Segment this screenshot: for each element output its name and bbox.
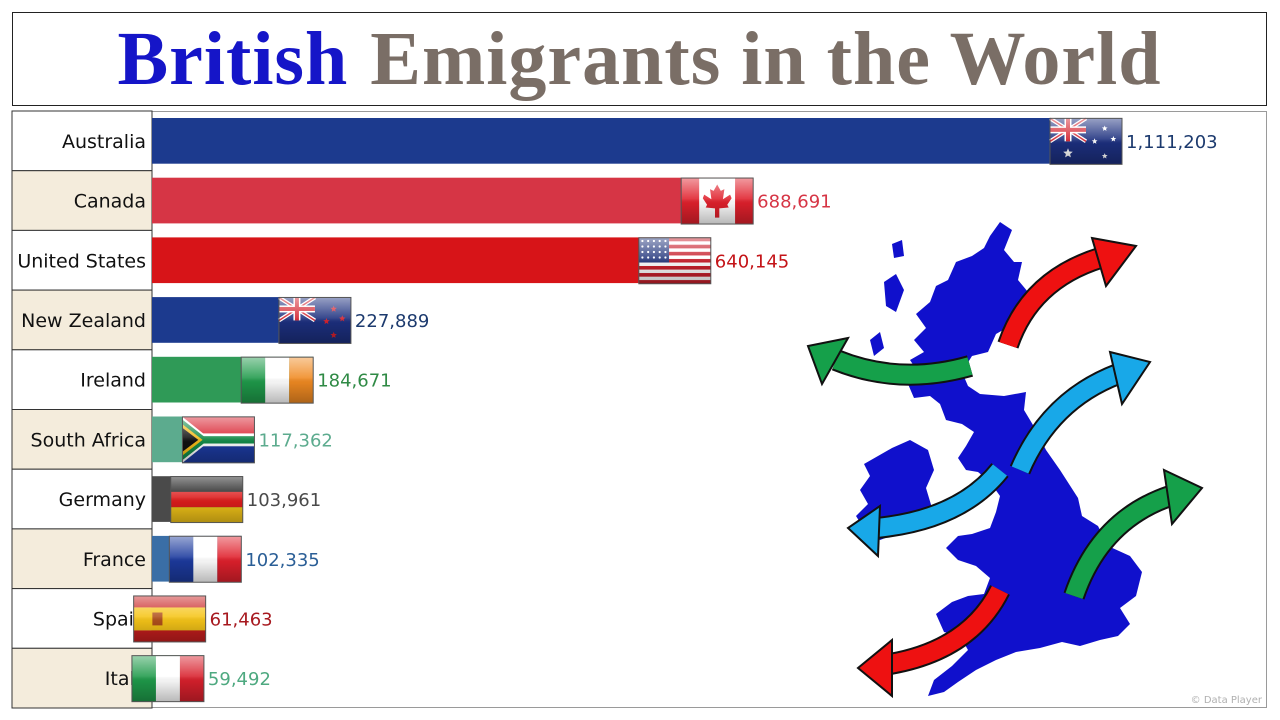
credit-text: © Data Player [1191, 695, 1263, 706]
bar-row-south-africa: South Africa 117,362 [11, 409, 333, 470]
title-highlight: British [117, 16, 349, 101]
category-cell [11, 349, 153, 410]
uk-map [856, 222, 1142, 696]
bar-row-spain: Spain 61,463 [11, 588, 273, 649]
value-label: 59,492 [208, 669, 271, 690]
ireland-flag-icon [240, 356, 314, 404]
green-arrow-northeast-icon [1063, 468, 1204, 600]
arrows [806, 236, 1204, 699]
category-cell [11, 170, 153, 231]
category-cell [11, 468, 153, 530]
category-label: South Africa [31, 429, 146, 451]
bar-row-france: France 102,335 [11, 528, 320, 590]
value-label: 103,961 [247, 490, 321, 511]
bar-row-united-states: United States 640,145 [11, 229, 789, 291]
category-label: Canada [74, 191, 146, 213]
bar-row-ireland: Ireland 184,671 [11, 349, 392, 410]
new-zealand-flag-icon [277, 295, 352, 344]
blue-arrow-southwest-icon [846, 462, 1009, 559]
green-arrow-west-icon [806, 336, 974, 387]
bar [152, 118, 1122, 164]
category-label: Spain [93, 608, 146, 630]
value-label: 688,691 [757, 192, 831, 213]
value-label: 117,362 [258, 430, 332, 451]
bar-row-germany: Germany 103,961 [11, 468, 321, 530]
value-label: 184,671 [317, 371, 391, 392]
value-label: 102,335 [245, 550, 319, 571]
category-label: Ireland [80, 370, 146, 392]
australia-flag-icon [1048, 116, 1123, 165]
bar [152, 177, 754, 224]
category-cell [11, 110, 153, 172]
value-label: 61,463 [210, 609, 273, 630]
category-label: Germany [59, 489, 146, 511]
bar [152, 237, 711, 284]
title-text: Emigrants in the World [370, 16, 1162, 101]
south-africa-flag-icon [181, 416, 255, 464]
title-box: British Emigrants in the World [12, 12, 1267, 106]
bar-row-italy: Italy 59,492 [11, 647, 271, 709]
category-cell [11, 528, 153, 590]
bar-row-new-zealand: New Zealand 227,889 [11, 289, 429, 351]
category-label: New Zealand [21, 310, 146, 332]
bar-row-canada: Canada 688,691 [11, 170, 832, 231]
spain-flag-icon [133, 595, 207, 643]
blue-arrow-northeast-icon [1009, 350, 1152, 475]
category-label: France [83, 549, 146, 571]
usa-flag-icon [638, 237, 712, 285]
france-flag-icon [168, 535, 242, 583]
category-label: Australia [62, 131, 146, 153]
italy-flag-icon [131, 655, 205, 703]
value-label: 640,145 [715, 251, 789, 272]
category-cell [11, 409, 153, 470]
category-label: United States [17, 250, 146, 272]
value-label: 227,889 [355, 311, 429, 332]
scottish-islands [870, 240, 904, 356]
bar-row-australia: Australia 1,111,203 [11, 110, 1218, 172]
chart-frame [12, 111, 1267, 708]
germany-flag-icon [170, 476, 244, 524]
red-arrow-northeast-icon [997, 236, 1138, 349]
category-cell [11, 289, 153, 351]
canada-flag-icon [680, 177, 754, 225]
red-arrow-southwest-icon [856, 584, 1010, 699]
value-label: 1,111,203 [1126, 132, 1218, 153]
